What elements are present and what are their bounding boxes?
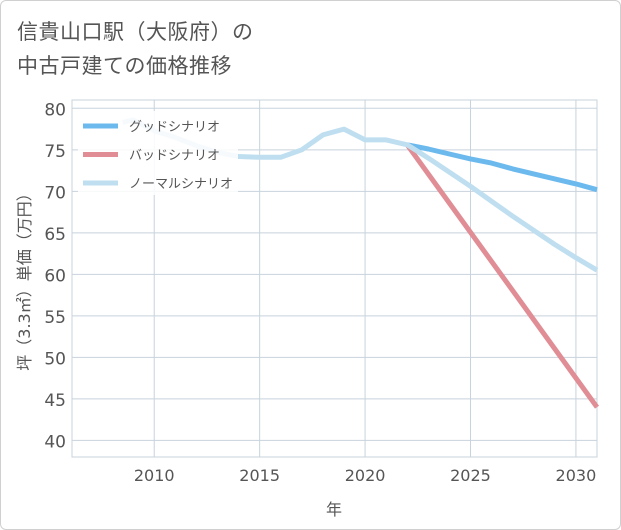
chart-title-line-2: 中古戸建ての価格推移 [17, 54, 232, 78]
y-tick-labels: 40 45 50 55 60 65 70 75 80 [44, 100, 66, 452]
x-axis-label: 年 [326, 500, 342, 519]
y-tick-label: 75 [44, 142, 66, 162]
normal-scenario-legend-label: ノーマルシナリオ [129, 177, 233, 192]
y-tick-label: 50 [44, 349, 66, 369]
y-tick-label: 55 [44, 308, 66, 328]
bad-scenario-line [405, 143, 600, 409]
bad-scenario-legend-label: バッドシナリオ [129, 149, 220, 164]
y-tick-label: 45 [44, 391, 66, 411]
x-tick-label: 2020 [345, 466, 386, 485]
x-tick-labels: 2010 2015 2020 2025 2030 [134, 466, 596, 485]
y-tick-label: 70 [44, 183, 66, 203]
y-axis-label: 坪（3.3㎡）単価（万円） [15, 185, 34, 370]
y-tick-label: 40 [44, 432, 66, 452]
x-tick-label: 2030 [556, 466, 597, 485]
good-scenario-line [406, 142, 598, 193]
x-tick-label: 2015 [239, 466, 280, 485]
good-scenario-legend-label: グッドシナリオ [129, 120, 220, 135]
x-tick-label: 2010 [134, 466, 175, 485]
y-tick-label: 80 [44, 100, 66, 120]
x-tick-label: 2025 [450, 466, 491, 485]
chart-title: 信貴山口駅（大阪府）の 中古戸建ての価格推移 [17, 15, 254, 83]
chart-title-line-1: 信貴山口駅（大阪府）の [17, 20, 254, 44]
y-tick-label: 60 [44, 266, 66, 286]
y-tick-label: 65 [44, 225, 66, 245]
